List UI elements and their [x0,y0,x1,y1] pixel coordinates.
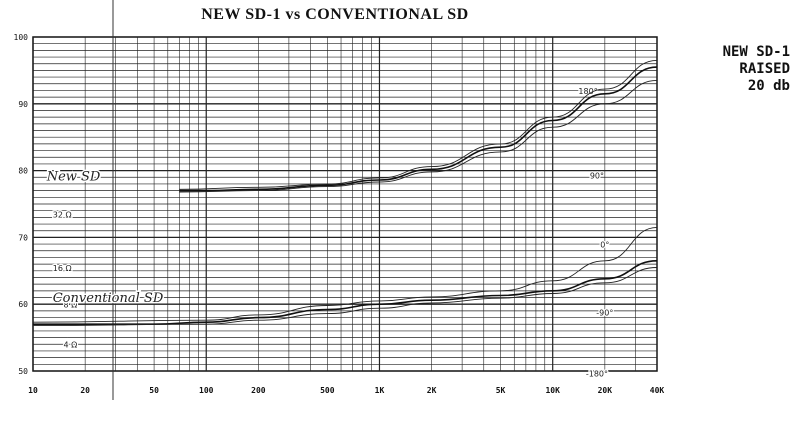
curves [32,59,658,327]
impedance-label: 32 Ω [53,210,72,219]
y-tick-label: 60 [18,300,28,309]
x-tick-label: 10 [28,386,38,395]
x-tick-label: 1K [375,386,385,395]
x-tick-label: 5K [496,386,506,395]
chart-title: NEW SD-1 vs CONVENTIONAL SD [201,6,469,23]
series-line-2 [179,79,658,193]
handwritten-label: Conventional SD [53,291,164,306]
annotations: 180° 90° 0° -90° -180° 32 Ω 16 Ω 8 Ω 4 Ω New SD Co… [44,86,614,380]
axis-labels: 100 90 80 70 60 50 10 20 50 100 200 500 1K 2K 5K 10K 20K… [14,33,665,395]
x-tick-label: 200 [251,386,266,395]
phase-label: 0° [600,240,609,249]
x-tick-label: 10K [545,386,560,395]
phase-label: -180° [586,369,608,378]
series-line-3 [32,260,658,326]
impedance-label: 8 Ω [64,301,78,310]
series-line-5 [32,267,658,327]
x-tick-label: 40K [650,386,665,395]
grid [32,0,658,400]
impedance-label: 4 Ω [64,341,78,350]
y-tick-label: 100 [14,33,29,42]
side-note-line-3: 20 db [747,78,790,94]
side-note: NEW SD-1 RAISED 20 db [672,44,790,95]
x-tick-label: 20 [80,386,90,395]
side-note-line-1: NEW SD-1 [722,44,790,60]
handwritten-label: New SD [46,170,101,185]
phase-label: 180° [578,87,597,96]
series-line-0 [179,66,658,192]
x-tick-label: 100 [199,386,214,395]
y-tick-label: 80 [18,167,28,176]
series-line-4 [32,226,658,323]
y-tick-label: 50 [18,367,28,376]
x-tick-label: 500 [320,386,335,395]
x-tick-label: 50 [149,386,159,395]
x-tick-label: 20K [598,386,613,395]
y-tick-label: 90 [18,100,28,109]
series-line-1 [179,59,658,190]
impedance-label: 16 Ω [53,264,72,273]
side-note-line-2: RAISED [739,61,790,77]
phase-label: 90° [590,172,604,181]
x-tick-label: 2K [427,386,437,395]
phase-label: -90° [596,309,613,318]
y-tick-label: 70 [18,233,28,242]
